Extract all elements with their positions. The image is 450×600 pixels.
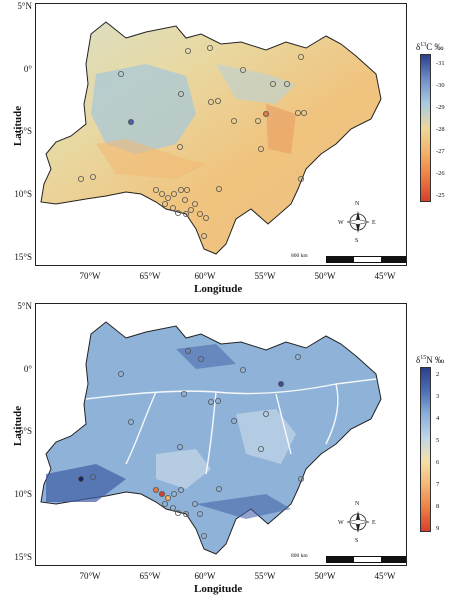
sample-sites bbox=[78, 45, 307, 239]
y-axis-title: Latitude bbox=[12, 105, 25, 147]
colorbar bbox=[420, 367, 431, 532]
legend-tick: -29 bbox=[436, 104, 445, 111]
legend-tick: -26 bbox=[436, 170, 445, 177]
lat-tick: 5°N bbox=[17, 301, 32, 311]
compass-e: E bbox=[372, 520, 376, 526]
lon-tick: 55°W bbox=[254, 271, 276, 281]
river-network bbox=[85, 378, 377, 475]
scale-label: 800 km bbox=[291, 553, 308, 559]
legend-tick: 5 bbox=[436, 437, 440, 444]
lat-tick: 5°N bbox=[17, 1, 32, 11]
lon-tick: 60°W bbox=[194, 571, 216, 581]
lon-tick: 65°W bbox=[139, 571, 161, 581]
compass-s: S bbox=[355, 538, 359, 544]
lon-tick: 50°W bbox=[314, 271, 336, 281]
y-axis-title: Latitude bbox=[12, 405, 25, 447]
lon-tick: 50°W bbox=[314, 571, 336, 581]
legend-tick: -28 bbox=[436, 126, 445, 133]
legend-tick: -25 bbox=[436, 192, 445, 199]
legend-title: δ13C ‰ bbox=[416, 42, 444, 52]
lon-tick: 55°W bbox=[254, 571, 276, 581]
legend-tick: -31 bbox=[436, 60, 445, 67]
legend-tick: 6 bbox=[436, 459, 440, 466]
lon-tick: 60°W bbox=[194, 271, 216, 281]
legend-tick: 8 bbox=[436, 503, 440, 510]
lat-tick: 15°S bbox=[14, 252, 32, 262]
sample-sites bbox=[78, 348, 304, 539]
map-canvas bbox=[40, 21, 382, 255]
nitrogen-isotope-map-panel: N S W E 800 km 5°N 0° 5°S 10°S 15°S 70°W… bbox=[0, 300, 450, 600]
compass-s: S bbox=[355, 238, 359, 244]
legend-tick: -27 bbox=[436, 148, 445, 155]
lat-tick: 15°S bbox=[14, 552, 32, 562]
lon-tick: 70°W bbox=[79, 571, 101, 581]
legend-tick: 7 bbox=[436, 481, 440, 488]
legend-tick: -30 bbox=[436, 82, 445, 89]
lat-tick: 0° bbox=[23, 364, 32, 374]
x-axis-title: Longitude bbox=[194, 283, 243, 295]
scale-label: 800 km bbox=[291, 253, 308, 259]
compass-e: E bbox=[372, 220, 376, 226]
colorbar bbox=[420, 54, 431, 202]
legend-tick: 2 bbox=[436, 371, 440, 378]
legend-title: δ15N ‰ bbox=[416, 355, 444, 365]
x-axis-title: Longitude bbox=[194, 583, 243, 595]
lat-tick: 10°S bbox=[14, 189, 32, 199]
north-arrow-icon bbox=[346, 511, 370, 533]
lon-tick: 65°W bbox=[139, 271, 161, 281]
lon-tick: 45°W bbox=[374, 571, 396, 581]
lon-tick: 70°W bbox=[79, 271, 101, 281]
carbon-isotope-map-panel: N S W E 800 km 5°N 0° 5°S 10°S 15°S 70°W… bbox=[12, 1, 445, 295]
lon-tick: 45°W bbox=[374, 271, 396, 281]
north-arrow-icon bbox=[346, 211, 370, 233]
legend-tick: 9 bbox=[436, 525, 440, 532]
compass-n: N bbox=[355, 201, 360, 207]
compass-w: W bbox=[338, 520, 344, 526]
legend-tick: 4 bbox=[436, 415, 440, 422]
lat-tick: 5°S bbox=[18, 126, 32, 136]
compass-w: W bbox=[338, 220, 344, 226]
lat-tick: 10°S bbox=[14, 489, 32, 499]
basin-region bbox=[40, 21, 382, 255]
compass-n: N bbox=[355, 501, 360, 507]
lat-tick: 0° bbox=[23, 64, 32, 74]
map-frame: N S W E 800 km bbox=[35, 303, 407, 566]
legend-tick: 3 bbox=[436, 393, 440, 400]
lat-tick: 5°S bbox=[18, 426, 32, 436]
map-canvas bbox=[40, 321, 382, 555]
map-frame: N S W E 800 km bbox=[35, 3, 407, 266]
